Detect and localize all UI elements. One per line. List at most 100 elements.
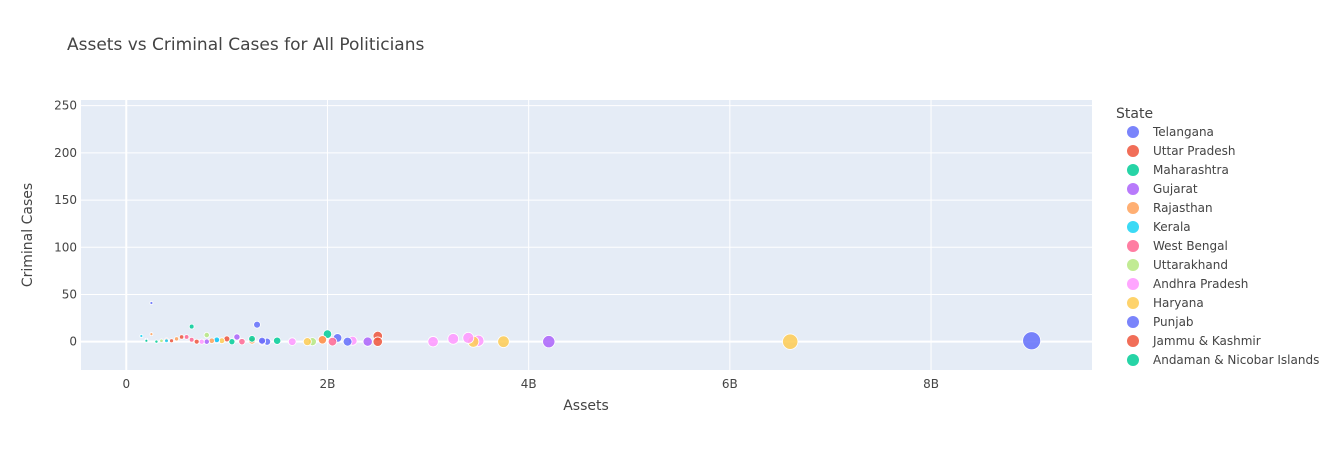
y-tick-label: 200 — [54, 146, 77, 160]
legend-marker — [1127, 278, 1139, 290]
data-point — [427, 336, 439, 348]
data-point — [542, 335, 556, 349]
legend-item[interactable]: Haryana — [1127, 296, 1204, 310]
data-point — [193, 338, 200, 345]
data-point — [188, 323, 195, 330]
legend-marker — [1127, 335, 1139, 347]
data-point — [174, 336, 180, 342]
y-tick-label: 0 — [69, 335, 77, 349]
legend-label: Punjab — [1153, 315, 1194, 329]
x-axis-ticks: 0 2B 4B 6B 8B — [122, 377, 939, 391]
legend-label: Uttar Pradesh — [1153, 144, 1235, 158]
data-point — [288, 337, 297, 346]
legend-marker — [1127, 221, 1139, 233]
data-point — [497, 335, 510, 348]
data-point — [169, 338, 174, 344]
y-tick-label: 100 — [54, 240, 77, 254]
x-tick-label: 6B — [722, 377, 738, 391]
data-point — [203, 338, 210, 345]
x-axis-label: Assets — [563, 398, 609, 414]
data-point — [273, 336, 282, 345]
data-point — [149, 301, 154, 305]
legend-marker — [1127, 164, 1139, 176]
legend-marker — [1127, 316, 1139, 328]
legend-item[interactable]: Andhra Pradesh — [1127, 277, 1248, 291]
x-tick-label: 2B — [320, 377, 336, 391]
legend-item[interactable]: Maharashtra — [1127, 163, 1229, 177]
legend-item[interactable]: West Bengal — [1127, 239, 1228, 253]
legend-label: Uttarakhand — [1153, 258, 1228, 272]
legend-item[interactable]: Rajasthan — [1127, 201, 1213, 215]
legend-item[interactable]: Uttarakhand — [1127, 258, 1228, 272]
data-point — [203, 331, 210, 339]
legend-label: Rajasthan — [1153, 201, 1213, 215]
legend-item[interactable]: Andaman & Nicobar Islands — [1127, 353, 1319, 367]
legend-marker — [1127, 202, 1139, 214]
data-point — [188, 336, 195, 343]
data-point — [233, 333, 241, 341]
data-point — [139, 334, 144, 338]
data-point — [159, 338, 164, 343]
data-point — [238, 338, 246, 346]
data-point — [164, 338, 169, 344]
legend-label: West Bengal — [1153, 239, 1228, 253]
data-point — [213, 336, 221, 344]
legend-label: Andaman & Nicobar Islands — [1153, 353, 1319, 367]
data-point — [183, 334, 190, 340]
legend[interactable]: Telangana Uttar Pradesh Maharashtra Gujarat… — [1127, 125, 1319, 367]
legend-label: Kerala — [1153, 220, 1191, 234]
data-point — [362, 336, 373, 347]
data-point — [1022, 331, 1042, 351]
legend-marker — [1127, 183, 1139, 195]
legend-item[interactable]: Punjab — [1127, 315, 1194, 329]
legend-marker — [1127, 145, 1139, 157]
data-point — [154, 339, 159, 344]
data-point — [248, 335, 256, 343]
data-point — [258, 336, 266, 345]
y-axis-label: Criminal Cases — [20, 183, 36, 287]
legend-marker — [1127, 126, 1139, 138]
legend-marker — [1127, 297, 1139, 309]
legend-title: State — [1116, 106, 1153, 122]
legend-item[interactable]: Uttar Pradesh — [1127, 144, 1235, 158]
legend-item[interactable]: Telangana — [1127, 125, 1214, 139]
chart-title: Assets vs Criminal Cases for All Politic… — [67, 35, 425, 55]
x-tick-label: 4B — [521, 377, 537, 391]
y-axis-ticks: 0 50 100 150 200 250 — [54, 99, 77, 349]
x-tick-label: 8B — [923, 377, 939, 391]
data-point — [447, 333, 460, 345]
data-points — [139, 301, 1042, 351]
legend-marker — [1127, 354, 1139, 366]
data-point — [317, 335, 328, 345]
legend-item[interactable]: Jammu & Kashmir — [1127, 334, 1261, 348]
legend-label: Maharashtra — [1153, 163, 1229, 177]
legend-marker — [1127, 259, 1139, 271]
y-tick-label: 50 — [62, 287, 77, 301]
data-point — [302, 337, 312, 347]
legend-label: Gujarat — [1153, 182, 1198, 196]
data-point — [144, 338, 149, 343]
legend-label: Jammu & Kashmir — [1152, 334, 1261, 348]
data-point — [462, 331, 475, 344]
data-point — [208, 337, 215, 344]
data-point — [149, 332, 154, 337]
data-point — [253, 320, 261, 329]
y-tick-label: 250 — [54, 99, 77, 113]
legend-item[interactable]: Gujarat — [1127, 182, 1198, 196]
data-point — [372, 336, 383, 347]
legend-label: Telangana — [1152, 125, 1214, 139]
legend-label: Haryana — [1153, 296, 1204, 310]
x-tick-label: 0 — [122, 377, 130, 391]
y-tick-label: 150 — [54, 193, 77, 207]
data-point — [782, 333, 799, 350]
legend-marker — [1127, 240, 1139, 252]
data-point — [327, 336, 338, 347]
legend-item[interactable]: Kerala — [1127, 220, 1191, 234]
data-point — [342, 336, 353, 347]
legend-label: Andhra Pradesh — [1153, 277, 1248, 291]
data-point — [198, 338, 205, 345]
data-point — [228, 338, 236, 346]
plot-area — [81, 100, 1092, 370]
data-point — [178, 334, 185, 340]
